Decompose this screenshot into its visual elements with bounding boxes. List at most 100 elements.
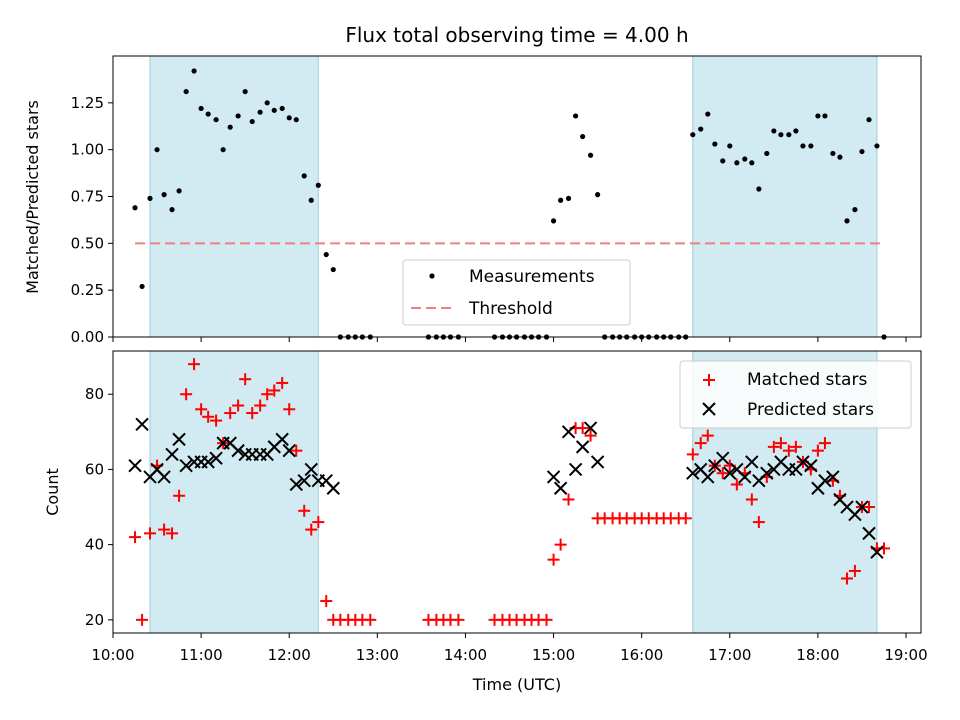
measurement-point <box>198 105 204 112</box>
measurement-point <box>808 143 814 149</box>
measurement-point <box>227 124 233 130</box>
x-tick-label: 12:00 <box>268 646 311 664</box>
y-tick-label: 0.75 <box>71 188 104 206</box>
predicted-point <box>804 458 818 473</box>
measurement-point <box>315 182 321 188</box>
predicted-stars-series <box>128 417 884 559</box>
predicted-point <box>553 481 568 495</box>
predicted-point <box>304 462 318 477</box>
top-y-ticks: 0.00 0.25 0.50 0.75 1.00 1.25 <box>71 94 113 346</box>
matched-point <box>863 501 876 514</box>
predicted-point <box>855 500 869 514</box>
matched-point <box>180 388 193 401</box>
matched-point <box>576 422 589 435</box>
measurement-point <box>271 107 277 113</box>
top-shaded-regions <box>149 56 878 337</box>
matched-point <box>789 440 802 453</box>
measurement-point <box>139 283 145 290</box>
measurement-point <box>793 128 799 134</box>
x-tick-label: 19:00 <box>884 646 927 664</box>
measurement-point <box>830 150 836 157</box>
matched-point <box>129 531 142 544</box>
x-axis-label: Time (UTC) <box>472 675 561 694</box>
matched-point <box>290 444 303 457</box>
measurement-point <box>330 266 336 273</box>
measurement-point <box>550 218 557 224</box>
measurement-point <box>147 195 153 201</box>
measurement-point <box>712 141 718 147</box>
measurement-point <box>154 147 160 153</box>
matched-point <box>364 613 377 626</box>
matched-point <box>767 440 780 453</box>
measurement-point <box>257 109 263 115</box>
top-panel: 0.00 0.25 0.50 0.75 1.00 1.25 Matched/Predict… <box>23 55 922 346</box>
predicted-point <box>738 470 752 484</box>
measurement-point <box>213 117 219 123</box>
y-tick-label: 40 <box>85 536 104 554</box>
measurement-point <box>852 207 858 213</box>
matched-point <box>745 493 758 506</box>
predicted-point <box>870 545 884 559</box>
top-y-axis-label: Matched/Predicted stars <box>23 100 42 294</box>
measurement-point <box>323 251 329 258</box>
predicted-point <box>575 440 590 454</box>
matched-point <box>246 407 259 420</box>
shaded-region-0 <box>150 351 319 633</box>
matched-point <box>730 478 743 491</box>
y-tick-label: 0.25 <box>71 281 104 299</box>
measurement-point <box>308 197 314 203</box>
matched-point <box>774 437 787 450</box>
bottom-y-ticks: 20 40 60 80 <box>85 385 113 629</box>
measurement-point <box>183 88 189 95</box>
matched-point <box>283 403 296 416</box>
legend-matched-label: Matched stars <box>747 370 867 390</box>
matched-point <box>818 437 831 450</box>
measurement-point <box>844 218 850 224</box>
matched-point <box>210 414 223 427</box>
predicted-point <box>590 455 605 469</box>
matched-point <box>554 538 567 551</box>
y-tick-label: 60 <box>85 460 104 478</box>
measurement-point <box>859 148 865 155</box>
matched-point <box>202 410 215 423</box>
predicted-point <box>818 474 832 488</box>
y-tick-label: 1.25 <box>71 94 104 112</box>
x-tick-label: 11:00 <box>179 646 222 664</box>
matched-point <box>679 512 692 525</box>
measurement-point <box>220 147 226 153</box>
matched-point <box>547 553 560 566</box>
measurement-point <box>235 113 241 119</box>
measurement-point <box>301 173 307 179</box>
matched-point <box>239 373 252 386</box>
matched-point <box>701 429 714 442</box>
matched-point <box>195 403 208 416</box>
predicted-point <box>209 451 223 465</box>
matched-point <box>312 516 325 529</box>
measurement-point <box>191 68 197 74</box>
matched-point <box>584 429 597 442</box>
predicted-point <box>862 526 876 541</box>
measurement-point <box>786 132 792 138</box>
predicted-point <box>796 455 810 469</box>
bottom-legend: Matched stars Predicted stars <box>679 360 912 429</box>
legend-measurements-label: Measurements <box>469 267 595 287</box>
matched-point <box>254 399 267 412</box>
measurement-point <box>764 150 770 157</box>
measurement-point <box>169 207 175 213</box>
matched-point <box>166 527 179 540</box>
matched-point <box>848 564 861 577</box>
measurement-point <box>705 111 711 117</box>
x-tick-label: 15:00 <box>532 646 575 664</box>
matched-point <box>320 595 333 608</box>
predicted-point <box>165 447 179 462</box>
predicted-point <box>157 470 171 484</box>
y-tick-label: 20 <box>85 611 104 629</box>
bottom-legend-box <box>679 360 912 429</box>
predicted-point <box>760 466 774 480</box>
measurement-point <box>558 197 564 203</box>
measurement-point <box>249 118 255 125</box>
predicted-point <box>179 458 193 473</box>
x-tick-label: 16:00 <box>620 646 663 664</box>
predicted-point <box>745 455 759 469</box>
